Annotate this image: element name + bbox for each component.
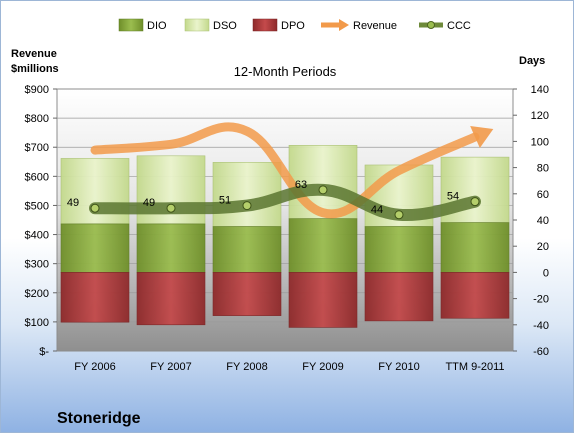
legend-item-revenue: Revenue <box>321 19 397 32</box>
revenue-arrowhead <box>470 126 494 149</box>
left-tick-label: $600 <box>25 171 49 183</box>
right-axis-ticks: -60 -40 -20 0 20 40 60 80 100 120 140 <box>513 84 549 358</box>
left-tick-label: $100 <box>25 317 49 329</box>
legend-item-dio: DIO <box>118 18 167 32</box>
bar-dio <box>136 223 206 273</box>
right-tick-label: 120 <box>531 110 549 122</box>
ccc-data-label: 49 <box>67 197 79 209</box>
ccc-data-label: 51 <box>219 195 231 207</box>
right-tick-label: 60 <box>537 189 549 201</box>
bar-dpo <box>288 272 358 328</box>
left-tick-label: $500 <box>25 200 49 212</box>
right-axis-title: Days <box>519 55 545 67</box>
right-tick-label: -20 <box>533 294 549 306</box>
legend-ccc-marker <box>427 21 435 29</box>
right-tick-label: 20 <box>537 241 549 253</box>
legend-item-dpo: DPO <box>252 18 305 32</box>
legend-label-ccc: CCC <box>447 20 471 32</box>
left-tick-label: $200 <box>25 288 49 300</box>
plot-area <box>56 88 514 352</box>
ccc-point <box>166 203 176 213</box>
left-tick-label: $400 <box>25 230 49 242</box>
left-tick-label: $- <box>39 346 49 358</box>
legend-item-dso: DSO <box>184 18 237 32</box>
right-tick-label: -60 <box>533 346 549 358</box>
ccc-series: 49 49 51 63 44 54 <box>67 179 481 222</box>
legend-swatch-dpo <box>252 18 278 32</box>
ccc-point <box>242 201 252 211</box>
company-name: Stoneridge <box>57 410 141 427</box>
bar-dio <box>440 222 510 273</box>
legend-revenue-arrowhead <box>339 19 349 31</box>
category-label: FY 2007 <box>150 361 191 373</box>
category-label: FY 2009 <box>302 361 343 373</box>
legend-label-dio: DIO <box>147 20 167 32</box>
legend-swatch-dio <box>118 18 144 32</box>
bar-dpo <box>60 272 130 323</box>
ccc-point <box>394 210 404 220</box>
bar-dio <box>60 223 130 273</box>
left-tick-label: $800 <box>25 113 49 125</box>
ccc-point <box>90 203 100 213</box>
ccc-line <box>89 183 481 222</box>
category-label: TTM 9-2011 <box>445 361 504 373</box>
category-labels: FY 2006 FY 2007 FY 2008 FY 2009 FY 2010 TTM 9… <box>74 361 504 373</box>
legend-item-ccc: CCC <box>419 20 471 32</box>
bar-dio <box>212 226 282 273</box>
ccc-point <box>470 197 480 207</box>
category-label: FY 2006 <box>74 361 115 373</box>
left-tick-label: $900 <box>25 84 49 96</box>
right-tick-label: 0 <box>543 267 549 279</box>
legend-swatch-dso <box>184 18 210 32</box>
left-axis-ticks: $- $100 $200 $300 $400 $500 $600 $700 $800 $900 <box>25 84 57 358</box>
ccc-data-label: 44 <box>371 204 383 216</box>
bar-dpo <box>212 272 282 316</box>
left-axis-title-line-1: Revenue <box>11 48 57 60</box>
ccc-data-label: 49 <box>143 197 155 209</box>
right-tick-label: 100 <box>531 136 549 148</box>
revenue-line <box>90 122 480 219</box>
bar-dpo <box>440 272 510 319</box>
bar-dpo <box>364 272 434 322</box>
left-tick-label: $700 <box>25 142 49 154</box>
legend: DIO DSO DPO Revenue CCC <box>118 18 471 32</box>
right-tick-label: 140 <box>531 84 549 96</box>
legend-label-revenue: Revenue <box>353 20 397 32</box>
left-axis-title-line-2: $millions <box>11 63 59 75</box>
bar-dpo <box>136 272 206 326</box>
right-tick-label: 80 <box>537 163 549 175</box>
left-tick-label: $300 <box>25 259 49 271</box>
ccc-data-label: 63 <box>295 179 307 191</box>
ccc-point <box>318 185 328 195</box>
bar-dio <box>364 226 434 273</box>
bar-stacks <box>60 145 510 328</box>
bar-dio <box>288 218 358 273</box>
revenue-series <box>90 122 494 219</box>
legend-label-dso: DSO <box>213 20 237 32</box>
legend-label-dpo: DPO <box>281 20 305 32</box>
right-tick-label: -40 <box>533 320 549 332</box>
right-tick-label: 40 <box>537 215 549 227</box>
category-label: FY 2008 <box>226 361 267 373</box>
category-label: FY 2010 <box>378 361 419 373</box>
ccc-data-label: 54 <box>447 191 459 203</box>
chart-title: 12-Month Periods <box>234 64 337 79</box>
